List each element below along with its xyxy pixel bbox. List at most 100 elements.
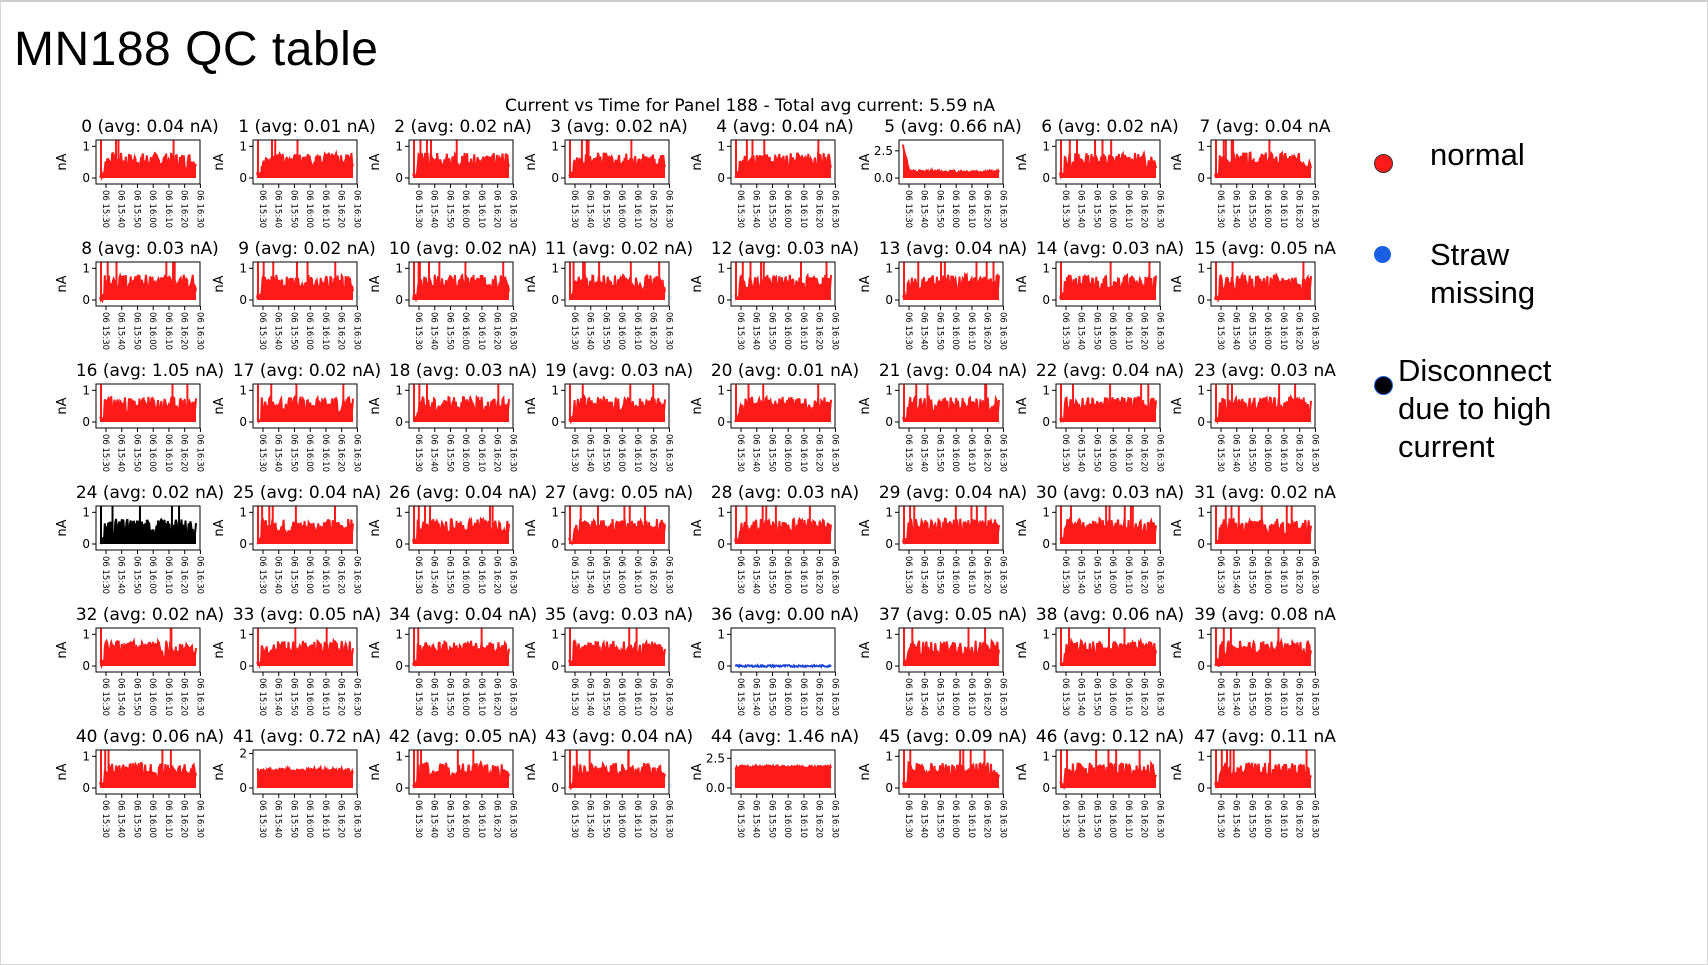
y-axis-label: nA xyxy=(524,275,539,292)
axes-frame xyxy=(898,383,1004,429)
y-axis-label: nA xyxy=(858,397,873,414)
x-tick-label: 06 15:30 xyxy=(1215,800,1225,838)
x-tick-label: 06 15:40 xyxy=(116,556,126,594)
trace-fill xyxy=(569,152,665,178)
x-tick-label: 06 16:10 xyxy=(632,312,642,350)
x-tick-label: 06 15:30 xyxy=(1215,190,1225,228)
x-tick-label: 06 15:30 xyxy=(735,800,745,838)
panel-15: 15 (avg: 0.05 nA nA 0 1 06 15:30 06 15:40 06 1… xyxy=(1170,239,1336,350)
y-tick-label: 0 xyxy=(239,415,247,429)
y-tick-label: 1 xyxy=(395,749,403,763)
panel-47: 47 (avg: 0.11 nA nA 0 1 06 15:30 06 15:40 06 1… xyxy=(1170,727,1336,838)
x-tick-label: 06 16:20 xyxy=(336,312,346,350)
x-tick-label: 06 16:00 xyxy=(950,800,960,838)
panel-10: 10 (avg: 0.02 nA) nA 0 1 06 15:30 06 15:40 06 … xyxy=(368,239,537,350)
y-tick-label: 0 xyxy=(885,537,893,551)
panel-title: 6 (avg: 0.02 nA) xyxy=(1041,117,1179,137)
x-tick-label: 06 16:20 xyxy=(648,800,658,838)
y-tick-label: 1 xyxy=(1197,261,1205,275)
x-tick-label: 06 16:10 xyxy=(476,434,486,472)
trace-fill xyxy=(569,396,665,422)
y-axis-label: nA xyxy=(212,641,227,658)
y-axis-label: nA xyxy=(55,397,70,414)
y-tick-label: 0 xyxy=(1197,415,1205,429)
x-tick-label: 06 15:50 xyxy=(131,556,141,594)
panel-title: 2 (avg: 0.02 nA) xyxy=(394,117,532,137)
x-tick-label: 06 16:10 xyxy=(320,434,330,472)
x-tick-label: 06 16:10 xyxy=(476,556,486,594)
x-tick-label: 06 15:30 xyxy=(1215,434,1225,472)
axes-frame xyxy=(564,383,670,429)
y-tick-label: 0 xyxy=(717,537,725,551)
y-tick-label: 0 xyxy=(82,293,90,307)
x-tick-label: 06 16:00 xyxy=(950,312,960,350)
x-tick-label: 06 16:00 xyxy=(1262,800,1272,838)
panel-title: 15 (avg: 0.05 nA xyxy=(1194,239,1336,259)
y-tick-label: 0 xyxy=(717,293,725,307)
x-tick-label: 06 15:30 xyxy=(903,190,913,228)
x-tick-label: 06 16:20 xyxy=(1139,434,1149,472)
panel-44: 44 (avg: 1.46 nA) nA0.0 2.5 06 15:30 06 15:4… xyxy=(690,727,859,838)
y-axis-label: nA xyxy=(368,153,383,170)
x-tick-label: 06 16:10 xyxy=(476,678,486,716)
y-tick-label: 0 xyxy=(1197,781,1205,795)
x-tick-label: 06 15:50 xyxy=(934,678,944,716)
panel-title: 37 (avg: 0.05 nA) xyxy=(879,605,1027,625)
axes-frame xyxy=(898,749,1004,795)
axes-frame xyxy=(408,261,514,307)
x-tick-label: 06 16:00 xyxy=(1107,800,1117,838)
y-axis-label: nA xyxy=(690,275,705,292)
x-tick-label: 06 16:20 xyxy=(492,800,502,838)
x-tick-label: 06 15:50 xyxy=(288,800,298,838)
y-tick-label: 1 xyxy=(82,261,90,275)
axes-frame xyxy=(730,627,836,673)
axes-frame xyxy=(95,749,201,795)
x-tick-label: 06 15:50 xyxy=(766,190,776,228)
x-tick-label: 06 16:00 xyxy=(1262,556,1272,594)
x-tick-label: 06 15:40 xyxy=(429,800,439,838)
x-tick-label: 06 16:30 xyxy=(997,312,1007,350)
y-tick-label: 0 xyxy=(395,415,403,429)
legend-label-normal: normal xyxy=(1430,137,1525,172)
x-tick-label: 06 16:30 xyxy=(507,190,517,228)
panel-14: 14 (avg: 0.03 nA) nA 0 1 06 15:30 06 15:40 06 … xyxy=(1015,239,1184,350)
x-tick-label: 06 16:30 xyxy=(1154,678,1164,716)
axes-frame xyxy=(1055,261,1161,307)
x-tick-label: 06 16:20 xyxy=(1294,312,1304,350)
x-tick-label: 06 15:30 xyxy=(1215,312,1225,350)
axes-frame xyxy=(898,627,1004,673)
y-axis-label: nA xyxy=(1015,153,1030,170)
legend-item-normal: normal xyxy=(1374,137,1700,190)
panel-6: 6 (avg: 0.02 nA) nA 0 1 06 15:30 06 15:40 06 1… xyxy=(1015,117,1179,228)
y-axis-label: nA xyxy=(212,763,227,780)
panel-title: 41 (avg: 0.72 nA) xyxy=(233,727,381,747)
x-tick-label: 06 15:50 xyxy=(766,434,776,472)
axes-frame xyxy=(1055,505,1161,551)
x-tick-label: 06 15:50 xyxy=(600,434,610,472)
panel-1: 1 (avg: 0.01 nA) nA 0 1 06 15:30 06 15:40 06 1… xyxy=(212,117,376,228)
panel-title: 27 (avg: 0.05 nA) xyxy=(545,483,693,503)
y-axis-label: nA xyxy=(690,763,705,780)
y-axis-label: nA xyxy=(690,153,705,170)
x-tick-label: 06 16:20 xyxy=(648,678,658,716)
x-tick-label: 06 15:50 xyxy=(1091,800,1101,838)
x-tick-label: 06 16:20 xyxy=(814,190,824,228)
y-tick-label: 0 xyxy=(1042,293,1050,307)
panel-title: 32 (avg: 0.02 nA) xyxy=(76,605,224,625)
panel-title: 25 (avg: 0.04 nA) xyxy=(233,483,381,503)
x-tick-label: 06 16:00 xyxy=(460,678,470,716)
y-axis-label: nA xyxy=(1015,397,1030,414)
x-tick-label: 06 16:20 xyxy=(982,556,992,594)
axes-frame xyxy=(252,749,358,795)
x-tick-label: 06 15:30 xyxy=(735,312,745,350)
axes-frame xyxy=(1210,627,1316,673)
x-tick-label: 06 15:40 xyxy=(919,678,929,716)
x-tick-label: 06 15:50 xyxy=(444,312,454,350)
x-tick-label: 06 16:30 xyxy=(997,800,1007,838)
y-tick-label: 0 xyxy=(395,537,403,551)
y-axis-label: nA xyxy=(1170,519,1185,536)
y-tick-label: 1 xyxy=(239,261,247,275)
x-tick-label: 06 15:30 xyxy=(1215,678,1225,716)
y-tick-label: 1 xyxy=(82,139,90,153)
panel-title: 26 (avg: 0.04 nA) xyxy=(389,483,537,503)
